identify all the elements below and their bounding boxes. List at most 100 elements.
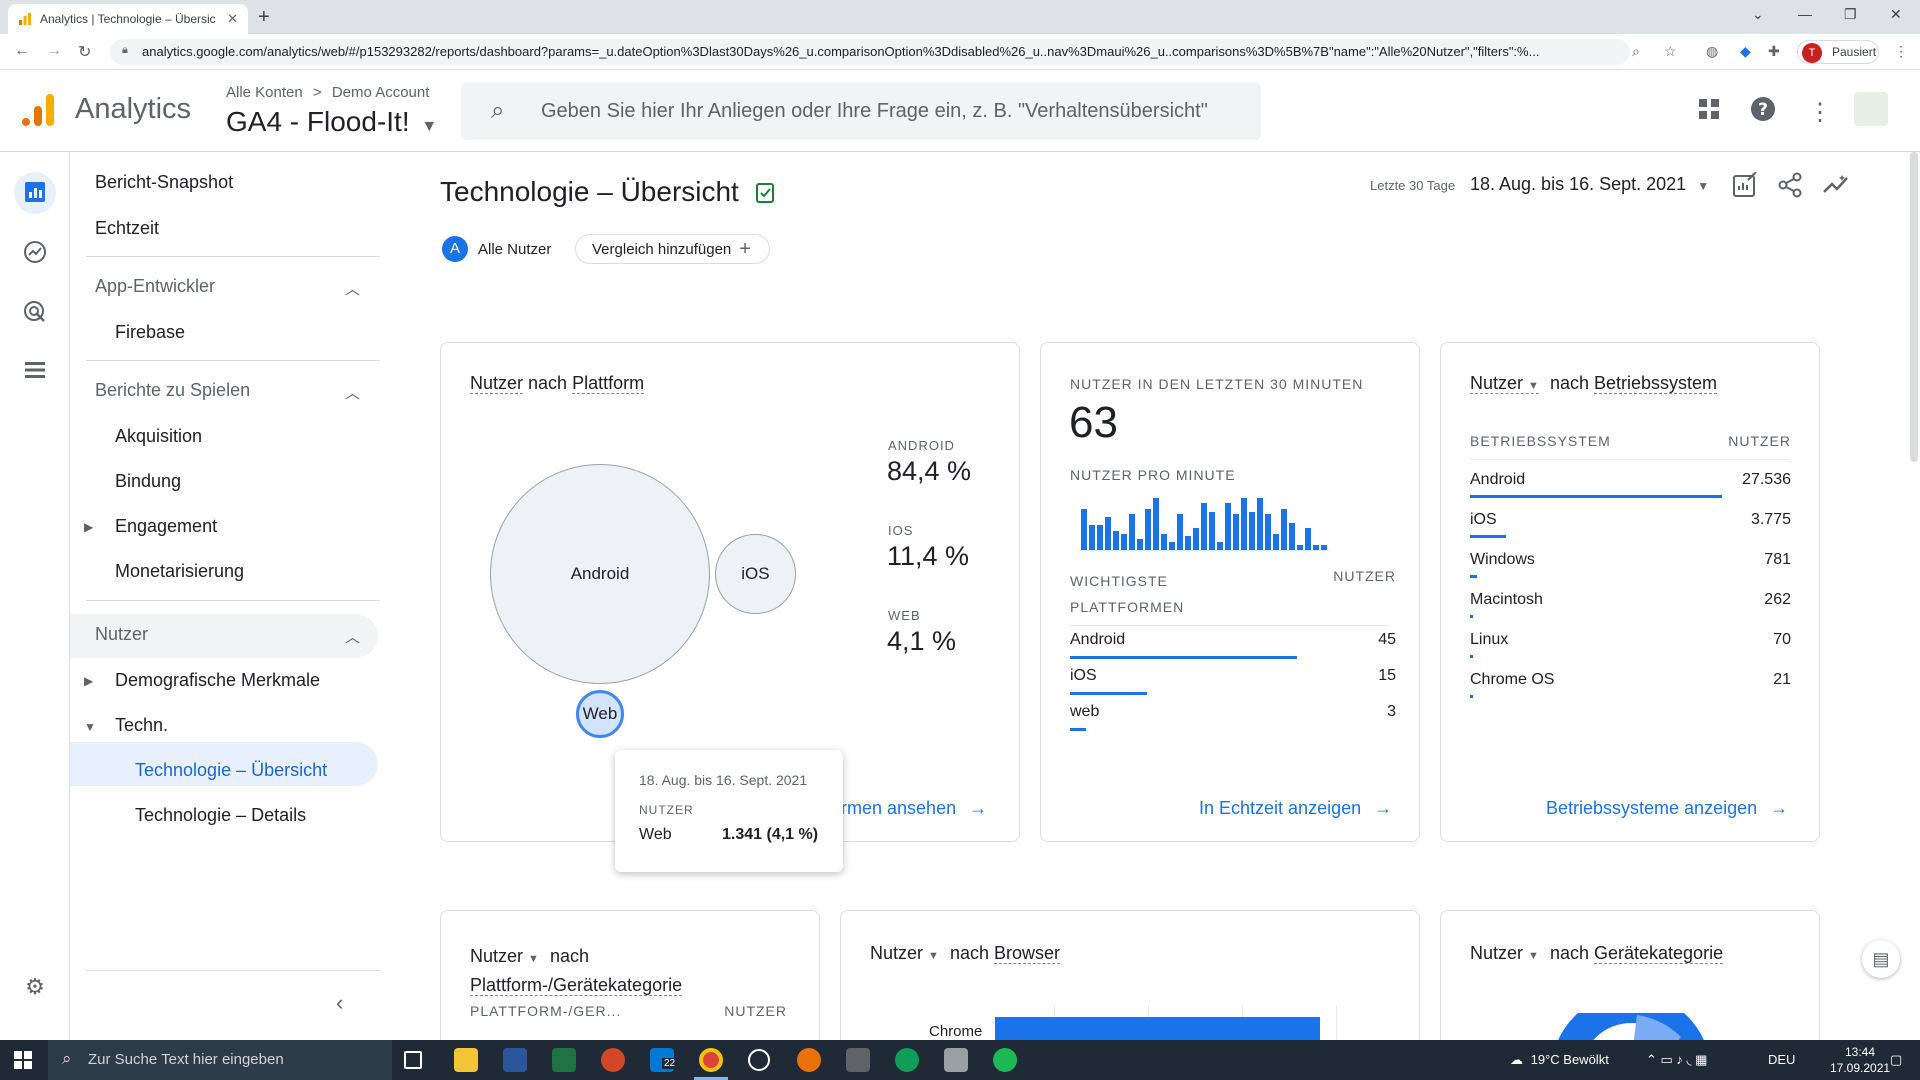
per-minute-bar[interactable]	[1321, 544, 1327, 550]
maximize-icon[interactable]: ❐	[1844, 6, 1857, 22]
app-icon[interactable]	[797, 1048, 821, 1072]
per-minute-bar[interactable]	[1153, 498, 1159, 550]
file-explorer-icon[interactable]	[454, 1048, 478, 1072]
per-minute-bar[interactable]	[1313, 544, 1319, 550]
os-row-label[interactable]: Macintosh	[1470, 591, 1543, 608]
nav-item-monetization[interactable]: Monetarisierung	[115, 561, 245, 581]
per-minute-bar[interactable]	[1097, 525, 1103, 550]
per-minute-bar[interactable]	[1193, 528, 1199, 550]
per-minute-bar[interactable]	[1305, 528, 1311, 550]
bubble-ios[interactable]: iOS	[715, 533, 796, 615]
per-minute-bar[interactable]	[1273, 533, 1279, 550]
os-row-label[interactable]: Android	[1470, 471, 1526, 488]
per-minute-bar[interactable]	[1081, 508, 1087, 550]
per-minute-bar[interactable]	[1105, 517, 1111, 550]
per-minute-bar[interactable]	[1145, 508, 1151, 550]
url-field[interactable]: 🔒︎ analytics.google.com/analytics/web/#/…	[110, 39, 1630, 65]
collapse-caret-icon[interactable]: ▼	[84, 720, 96, 734]
per-minute-bar[interactable]	[1129, 514, 1135, 550]
insights-icon[interactable]	[1822, 172, 1850, 205]
windows-start-icon[interactable]	[14, 1051, 32, 1069]
nav-item-tech-overview[interactable]: Technologie – Übersicht	[135, 760, 328, 780]
metric-selector[interactable]: Nutzer ▼	[1470, 943, 1539, 963]
expand-caret-icon[interactable]: ▶	[84, 520, 94, 534]
browser-bar[interactable]	[995, 1017, 1320, 1041]
obs-icon[interactable]	[748, 1049, 770, 1071]
per-minute-bar[interactable]	[1217, 541, 1223, 550]
nav-item-snapshot[interactable]: Bericht-Snapshot	[95, 172, 234, 192]
per-minute-bar[interactable]	[1241, 498, 1247, 550]
mail-icon[interactable]: 22	[650, 1048, 678, 1072]
expand-caret-icon[interactable]: ▶	[84, 674, 94, 688]
bubble-web[interactable]: Web	[575, 690, 625, 739]
per-minute-bar[interactable]	[1121, 533, 1127, 550]
back-icon[interactable]: ←	[14, 42, 30, 59]
chevron-up-icon[interactable]: ︿	[345, 385, 361, 402]
new-tab-icon[interactable]: +	[258, 6, 270, 28]
nav-section-games[interactable]: Berichte zu Spielen	[95, 380, 251, 400]
chevron-up-icon[interactable]: ︿	[345, 629, 361, 646]
explore-icon[interactable]	[22, 240, 48, 266]
excel-icon[interactable]	[552, 1048, 576, 1072]
chevron-up-icon[interactable]: ︿	[345, 281, 361, 298]
published-report-icon[interactable]	[755, 181, 777, 203]
per-minute-bar[interactable]	[1185, 536, 1191, 550]
chrome-icon[interactable]	[699, 1048, 723, 1072]
edge-icon[interactable]	[895, 1048, 919, 1072]
profile-button[interactable]: T Pausiert	[1797, 40, 1879, 64]
notification-icon[interactable]: ▢	[1890, 1052, 1903, 1067]
reports-icon[interactable]	[22, 180, 48, 206]
breadcrumb-all-accounts[interactable]: Alle Konten	[226, 84, 303, 101]
nav-section-app-developer[interactable]: App-Entwickler	[95, 276, 216, 296]
per-minute-bar[interactable]	[1161, 533, 1167, 550]
view-realtime-link[interactable]: In Echtzeit anzeigen →	[1199, 798, 1392, 819]
close-tab-icon[interactable]: ✕	[227, 11, 238, 26]
dimension-label[interactable]: Betriebssystem	[1594, 373, 1718, 394]
zoom-icon[interactable]: ⌕	[1632, 43, 1640, 59]
os-row-label[interactable]: iOS	[1470, 511, 1497, 528]
taskbar-search[interactable]: ⌕ Zur Suche Text hier eingeben	[48, 1040, 392, 1080]
dimension-label[interactable]: Plattform-/Gerätekategorie	[470, 975, 683, 996]
per-minute-bar[interactable]	[1257, 498, 1263, 550]
per-minute-bar[interactable]	[1249, 511, 1255, 550]
dimension-label[interactable]: Browser	[994, 943, 1061, 964]
metric-label[interactable]: Nutzer	[470, 373, 524, 394]
help-icon[interactable]: ?	[1750, 96, 1776, 129]
notepad-icon[interactable]	[944, 1048, 968, 1072]
per-minute-bar[interactable]	[1297, 544, 1303, 550]
close-window-icon[interactable]: ✕	[1890, 6, 1902, 22]
metric-selector[interactable]: Nutzer ▼	[470, 946, 539, 966]
per-minute-bar[interactable]	[1289, 522, 1295, 550]
os-row-label[interactable]: Windows	[1470, 551, 1535, 568]
feedback-icon[interactable]: ▤	[1862, 940, 1900, 978]
per-minute-bar[interactable]	[1225, 503, 1231, 550]
dimension-label[interactable]: Gerätekategorie	[1594, 943, 1724, 964]
more-vert-icon[interactable]: ⋮	[1808, 99, 1832, 126]
paint-icon[interactable]	[846, 1048, 870, 1072]
per-minute-bar[interactable]	[1113, 530, 1119, 550]
page-scrollbar[interactable]	[1910, 152, 1918, 462]
nav-section-users[interactable]: Nutzer	[95, 624, 149, 644]
customize-report-icon[interactable]	[1732, 171, 1758, 205]
bubble-android[interactable]: Android	[490, 464, 710, 684]
nav-item-engagement[interactable]: Engagement	[115, 516, 218, 536]
nav-item-tech-details[interactable]: Technologie – Details	[135, 805, 307, 825]
advertising-icon[interactable]	[22, 300, 48, 326]
dimension-label[interactable]: Plattform	[572, 373, 645, 394]
reload-icon[interactable]: ↻	[78, 44, 92, 61]
per-minute-bar[interactable]	[1281, 508, 1287, 550]
forward-icon[interactable]: →	[46, 42, 62, 59]
per-minute-bar[interactable]	[1201, 503, 1207, 550]
input-language[interactable]: DEU	[1768, 1052, 1796, 1067]
os-row-label[interactable]: Chrome OS	[1470, 671, 1555, 688]
chrome-menu-icon[interactable]: ⋮	[1894, 43, 1908, 59]
clock[interactable]: 13:44 17.09.2021	[1830, 1044, 1890, 1076]
puzzle-extensions-icon[interactable]: ✚	[1768, 43, 1780, 59]
per-minute-bar[interactable]	[1089, 525, 1095, 550]
browser-tab[interactable]: Analytics | Technologie – Übersic ✕	[8, 4, 248, 34]
add-comparison-button[interactable]: Vergleich hinzufügen +	[575, 234, 770, 264]
account-avatar[interactable]	[1854, 92, 1888, 126]
date-range-picker[interactable]: 18. Aug. bis 16. Sept. 2021 ▼	[1470, 174, 1709, 195]
per-minute-bar[interactable]	[1169, 541, 1175, 550]
nav-item-realtime[interactable]: Echtzeit	[95, 218, 160, 238]
